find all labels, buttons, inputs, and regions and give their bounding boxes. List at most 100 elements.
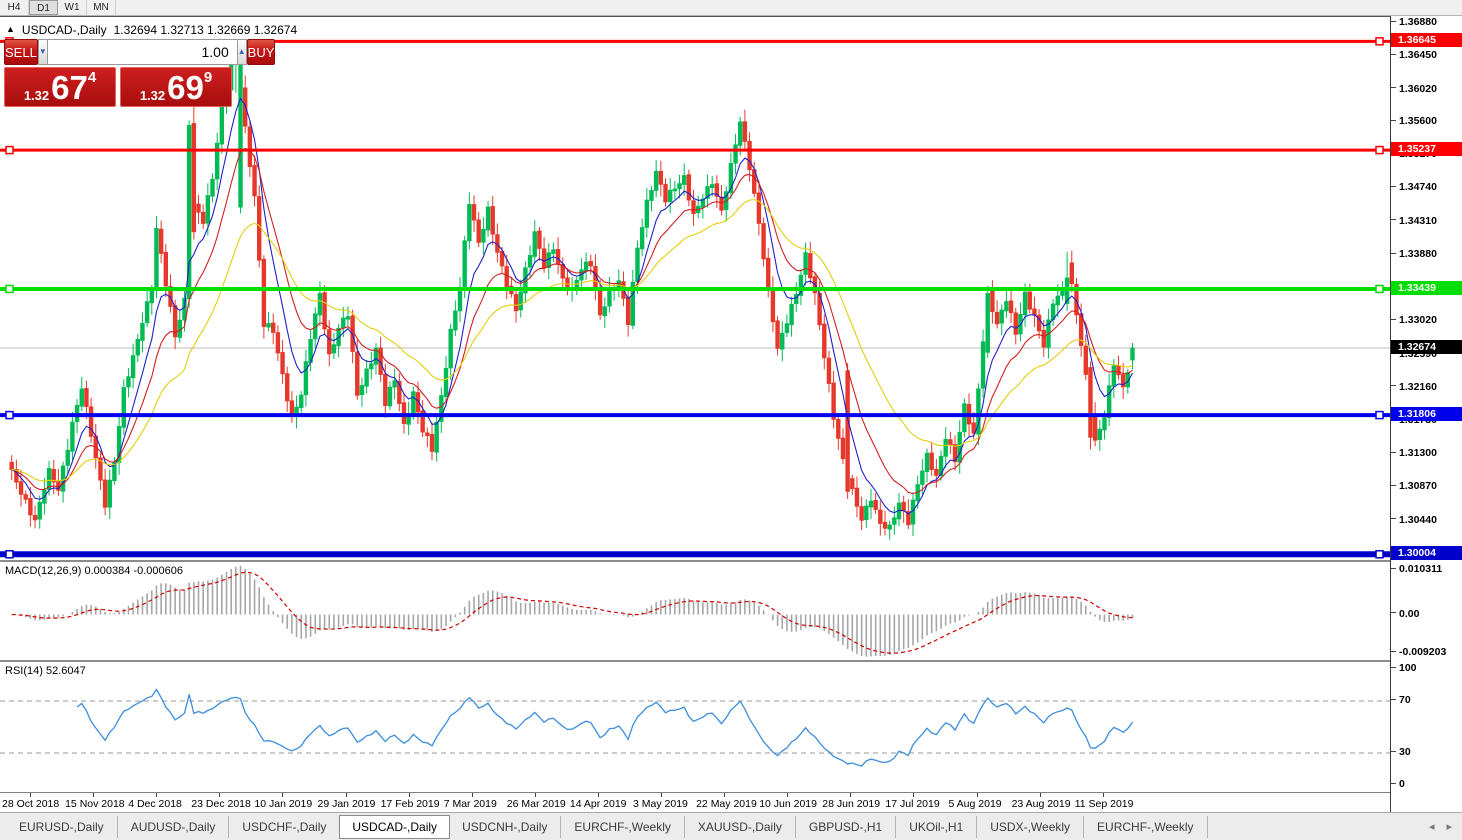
- rsi-line: [76, 688, 1134, 767]
- date-tick: [724, 793, 726, 797]
- macd-axis-label: 0.00: [1391, 608, 1419, 621]
- macd-pane: MACD(12,26,9) 0.000384 -0.000606: [0, 562, 1390, 660]
- price-axis-label: 1.36880: [1391, 16, 1437, 29]
- timeframe-button-d1[interactable]: D1: [29, 0, 58, 15]
- symbol-tab-eurusd[interactable]: EURUSD-,Daily: [6, 815, 118, 838]
- price-axis-label: 1.30440: [1391, 514, 1437, 527]
- sell-button[interactable]: SELL: [4, 39, 38, 65]
- symbol-tab-usdcnh[interactable]: USDCNH-,Daily: [449, 815, 562, 838]
- moving-average-fast: [11, 97, 1133, 515]
- date-label: 17 Jul 2019: [885, 798, 940, 810]
- date-tick: [345, 793, 347, 797]
- symbol-tab-eurchf[interactable]: EURCHF-,Weekly: [561, 815, 685, 838]
- price-axis-label: 1.36020: [1391, 83, 1437, 96]
- date-label: 23 Aug 2019: [1011, 798, 1071, 810]
- price-level-badge: 1.31806: [1391, 407, 1462, 422]
- macd-chart: [11, 565, 1134, 657]
- sell-price-handle: 1.32: [23, 88, 50, 103]
- price-axis: 1.368801.364501.360201.356001.351701.347…: [1390, 16, 1462, 812]
- buy-price-handle: 1.32: [139, 88, 166, 103]
- price-axis-label: 1.34310: [1391, 215, 1437, 228]
- date-label: 23 Dec 2018: [191, 798, 251, 810]
- macd-histogram: [15, 565, 1134, 657]
- date-tick: [408, 793, 410, 797]
- date-axis: 28 Oct 2018 15 Nov 2018 4 Dec 2018 23 Dec 2…: [0, 792, 1390, 813]
- date-tick: [471, 793, 473, 797]
- sell-price-main: 67: [51, 69, 88, 106]
- moving-average-slow: [11, 199, 1133, 482]
- sell-price-pip: 4: [87, 69, 97, 86]
- buy-price-box[interactable]: 1.32 69 9: [120, 67, 232, 107]
- date-tick: [93, 793, 95, 797]
- date-tick: [1039, 793, 1041, 797]
- current-price-badge: 1.32674: [1391, 340, 1462, 355]
- price-level-badge: 1.35237: [1391, 142, 1462, 157]
- price-axis-label: 1.36450: [1391, 49, 1437, 62]
- buy-price-pip: 9: [203, 69, 213, 86]
- symbol-tab-usdx[interactable]: USDX-,Weekly: [977, 815, 1085, 838]
- timeframe-button-h4[interactable]: H4: [0, 0, 29, 15]
- date-tick: [1102, 793, 1104, 797]
- price-pane: ▲ USDCAD-,Daily 1.32694 1.32713 1.32669 …: [0, 17, 1390, 560]
- timeframe-button-mn[interactable]: MN: [87, 0, 116, 15]
- date-label: 28 Oct 2018: [2, 798, 60, 810]
- volume-input[interactable]: [47, 39, 237, 65]
- rsi-pane: RSI(14) 52.6047: [0, 662, 1390, 792]
- date-tick: [534, 793, 536, 797]
- volume-decrease-button[interactable]: ▼: [37, 39, 48, 65]
- level-line-1.30004[interactable]: [0, 550, 1390, 559]
- date-label: 10 Jan 2019: [254, 798, 313, 810]
- symbol-tab-usdchf[interactable]: USDCHF-,Daily: [229, 815, 341, 838]
- date-tick: [913, 793, 915, 797]
- symbol-tab-eurchf[interactable]: EURCHF-,Weekly: [1084, 815, 1208, 838]
- sell-price-box[interactable]: 1.32 67 4: [4, 67, 116, 107]
- date-label: 17 Feb 2019: [380, 798, 440, 810]
- pane-separator[interactable]: [0, 560, 1390, 562]
- level-line-1.35237[interactable]: [0, 145, 1390, 155]
- timeframe-button-w1[interactable]: W1: [58, 0, 87, 15]
- date-tick: [787, 793, 789, 797]
- tab-scroll-left-icon[interactable]: ◂: [1428, 821, 1435, 833]
- chart-ohlc-values: 1.32694 1.32713 1.32669 1.32674: [113, 23, 298, 37]
- date-tick: [850, 793, 852, 797]
- panel-collapse-icon[interactable]: ▲: [6, 24, 15, 34]
- pane-separator[interactable]: [0, 660, 1390, 662]
- price-axis-label: 1.33020: [1391, 314, 1437, 327]
- date-label: 15 Nov 2018: [65, 798, 125, 810]
- symbol-tab-gbpusd[interactable]: GBPUSD-,H1: [796, 815, 897, 838]
- date-tick: [976, 793, 978, 797]
- level-line-1.31806[interactable]: [0, 410, 1390, 420]
- tab-scroll-arrows: ◂ ▸: [1429, 820, 1462, 833]
- chart-window: ▲ USDCAD-,Daily 1.32694 1.32713 1.32669 …: [0, 16, 1462, 813]
- date-tick: [156, 793, 158, 797]
- date-label: 11 Sep 2019: [1074, 798, 1134, 810]
- price-axis-label: 1.30870: [1391, 480, 1437, 493]
- date-label: 26 Mar 2019: [506, 798, 566, 810]
- buy-price-main: 69: [167, 69, 204, 106]
- date-label: 29 Jan 2019: [317, 798, 376, 810]
- date-label: 3 May 2019: [633, 798, 688, 810]
- price-level-badge: 1.36645: [1391, 33, 1462, 48]
- symbol-tab-xauusd[interactable]: XAUUSD-,Daily: [685, 815, 796, 838]
- symbol-tab-bar: EURUSD-,Daily AUDUSD-,Daily USDCHF-,Daily U…: [0, 812, 1462, 840]
- price-level-badge: 1.30004: [1391, 546, 1462, 561]
- date-tick: [282, 793, 284, 797]
- tab-scroll-right-icon[interactable]: ▸: [1446, 821, 1452, 833]
- level-line-1.33439[interactable]: [0, 284, 1390, 294]
- date-label: 10 Jun 2019: [759, 798, 817, 810]
- rsi-chart: [0, 688, 1390, 767]
- volume-increase-button[interactable]: ▲: [236, 39, 247, 65]
- symbol-tab-ukoil[interactable]: UKOil-,H1: [896, 815, 978, 838]
- buy-button[interactable]: BUY: [246, 39, 276, 65]
- symbol-tab-audusd[interactable]: AUDUSD-,Daily: [118, 815, 230, 838]
- date-label: 4 Dec 2018: [128, 798, 182, 810]
- date-tick: [597, 793, 599, 797]
- date-label: 5 Aug 2019: [948, 798, 1002, 810]
- symbol-tab-usdcad[interactable]: USDCAD-,Daily: [339, 814, 451, 839]
- chart-plot-area: ▲ USDCAD-,Daily 1.32694 1.32713 1.32669 …: [0, 16, 1390, 813]
- price-axis-label: 1.32160: [1391, 381, 1437, 394]
- rsi-axis-label: 100: [1391, 662, 1417, 675]
- price-level-badge: 1.33439: [1391, 280, 1462, 295]
- rsi-axis-label: 30: [1391, 746, 1411, 759]
